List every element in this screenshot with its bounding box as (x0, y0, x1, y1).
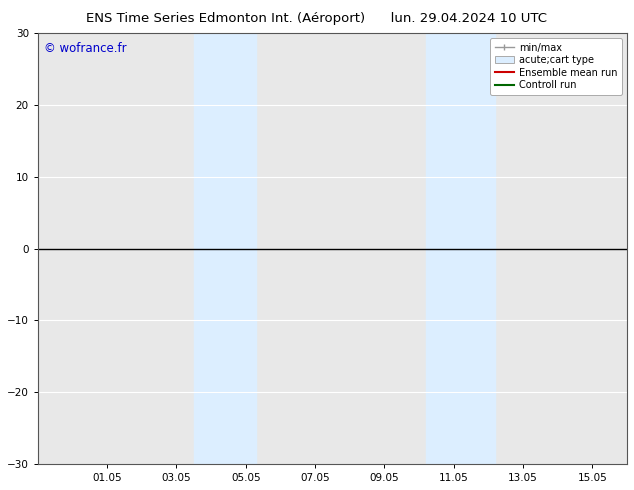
Text: ENS Time Series Edmonton Int. (Aéroport)      lun. 29.04.2024 10 UTC: ENS Time Series Edmonton Int. (Aéroport)… (86, 12, 548, 25)
Bar (426, 33, 495, 464)
Legend: min/max, acute;cart type, Ensemble mean run, Controll run: min/max, acute;cart type, Ensemble mean … (489, 38, 622, 95)
Text: © wofrance.fr: © wofrance.fr (44, 42, 126, 54)
Bar (194, 33, 256, 464)
